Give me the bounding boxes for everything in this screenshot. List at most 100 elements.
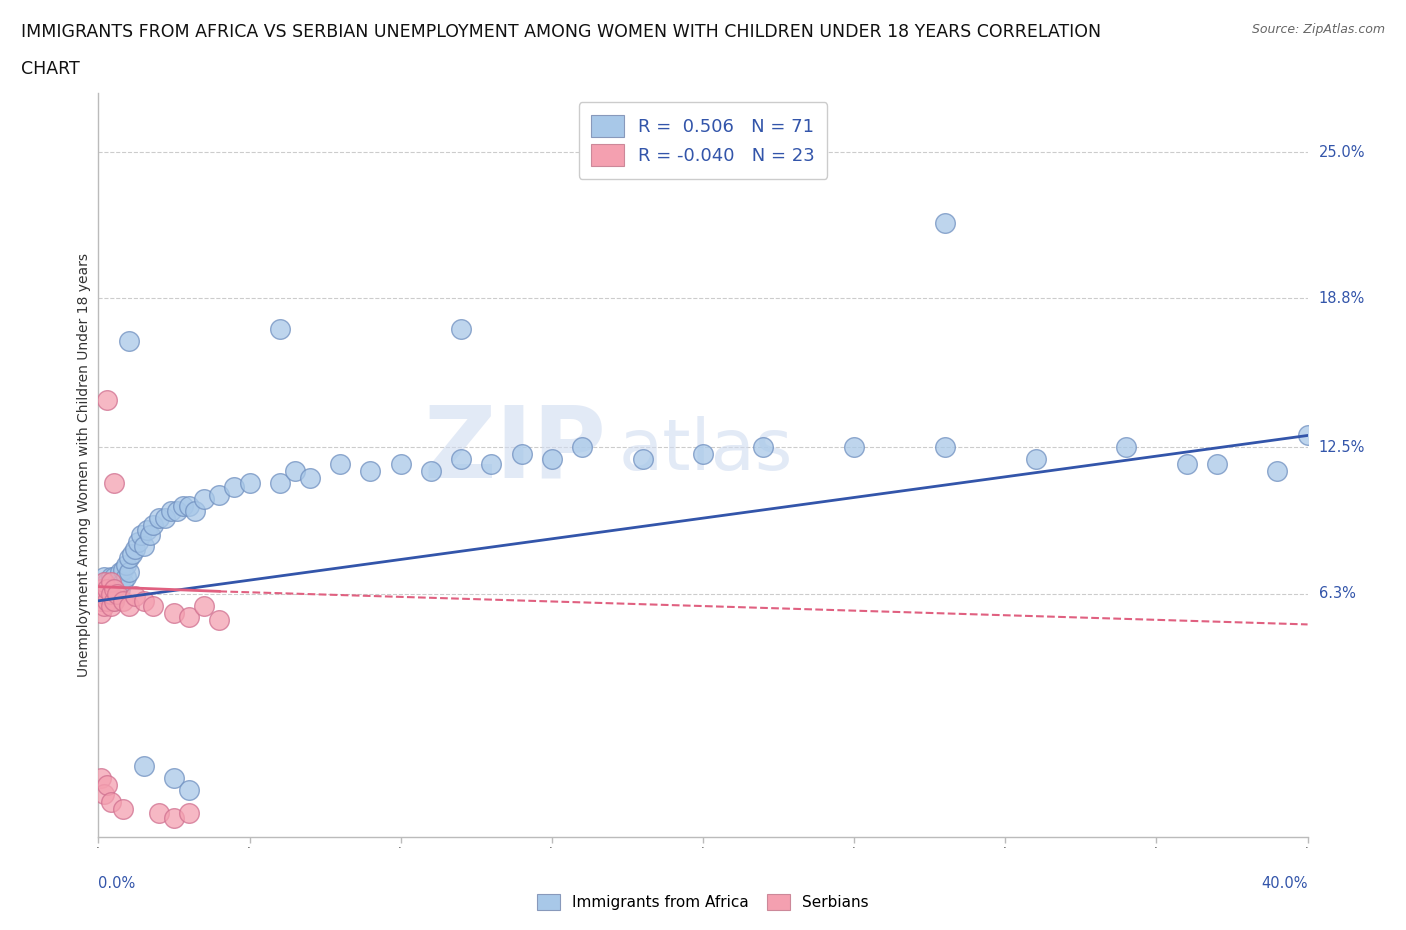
- Point: [142, 598, 165, 613]
- Point: [114, 570, 136, 585]
- Point: [105, 586, 128, 601]
- Point: [100, 586, 122, 601]
- Point: [1296, 428, 1319, 443]
- Text: ZIP: ZIP: [423, 402, 606, 498]
- Point: [419, 463, 441, 478]
- Point: [177, 782, 201, 797]
- Point: [450, 452, 472, 467]
- Text: Source: ZipAtlas.com: Source: ZipAtlas.com: [1251, 23, 1385, 36]
- Point: [481, 457, 503, 472]
- Point: [177, 806, 201, 821]
- Y-axis label: Unemployment Among Women with Children Under 18 years: Unemployment Among Women with Children U…: [77, 253, 91, 677]
- Point: [93, 586, 115, 601]
- Point: [100, 581, 122, 596]
- Point: [934, 216, 956, 231]
- Point: [103, 586, 125, 601]
- Point: [93, 787, 115, 802]
- Point: [208, 612, 231, 627]
- Point: [132, 539, 155, 554]
- Point: [108, 565, 131, 580]
- Point: [103, 593, 125, 608]
- Point: [631, 452, 654, 467]
- Point: [132, 759, 155, 774]
- Point: [269, 475, 291, 490]
- Point: [139, 527, 162, 542]
- Point: [142, 518, 165, 533]
- Point: [93, 581, 115, 596]
- Point: [132, 593, 155, 608]
- Point: [177, 498, 201, 513]
- Point: [934, 440, 956, 455]
- Point: [96, 581, 118, 596]
- Point: [184, 504, 207, 519]
- Point: [90, 581, 112, 596]
- Point: [118, 551, 141, 565]
- Point: [540, 452, 562, 467]
- Point: [224, 480, 246, 495]
- Point: [269, 322, 291, 337]
- Point: [193, 492, 215, 507]
- Point: [118, 565, 141, 580]
- Point: [93, 586, 115, 601]
- Point: [103, 581, 125, 596]
- Point: [510, 447, 533, 462]
- Point: [752, 440, 775, 455]
- Point: [100, 598, 122, 613]
- Point: [360, 463, 382, 478]
- Point: [299, 471, 322, 485]
- Point: [100, 575, 122, 590]
- Point: [844, 440, 866, 455]
- Point: [1265, 463, 1288, 478]
- Point: [100, 586, 122, 601]
- Point: [692, 447, 714, 462]
- Point: [160, 504, 183, 519]
- Text: 0.0%: 0.0%: [98, 876, 135, 891]
- Point: [329, 457, 352, 472]
- Text: 12.5%: 12.5%: [1319, 440, 1365, 455]
- Point: [111, 563, 134, 578]
- Point: [148, 511, 170, 525]
- Point: [163, 771, 186, 786]
- Point: [111, 593, 134, 608]
- Point: [100, 570, 122, 585]
- Point: [111, 802, 134, 817]
- Point: [1115, 440, 1137, 455]
- Point: [450, 322, 472, 337]
- Text: 6.3%: 6.3%: [1319, 586, 1355, 601]
- Point: [177, 610, 201, 625]
- Point: [103, 570, 125, 585]
- Point: [127, 535, 149, 550]
- Text: 25.0%: 25.0%: [1319, 144, 1365, 160]
- Point: [153, 511, 176, 525]
- Point: [96, 584, 118, 599]
- Point: [1175, 457, 1198, 472]
- Text: 18.8%: 18.8%: [1319, 291, 1365, 306]
- Point: [93, 570, 115, 585]
- Point: [208, 487, 231, 502]
- Point: [105, 575, 128, 590]
- Point: [96, 593, 118, 608]
- Point: [124, 589, 146, 604]
- Point: [111, 575, 134, 590]
- Point: [163, 605, 186, 620]
- Point: [105, 586, 128, 601]
- Point: [96, 579, 118, 594]
- Point: [1024, 452, 1046, 467]
- Legend: R =  0.506   N = 71, R = -0.040   N = 23: R = 0.506 N = 71, R = -0.040 N = 23: [578, 102, 828, 179]
- Point: [90, 771, 112, 786]
- Point: [103, 579, 125, 594]
- Point: [284, 463, 307, 478]
- Point: [239, 475, 262, 490]
- Point: [108, 581, 131, 596]
- Point: [118, 334, 141, 349]
- Point: [90, 593, 112, 608]
- Point: [93, 575, 115, 590]
- Legend: Immigrants from Africa, Serbians: Immigrants from Africa, Serbians: [530, 886, 876, 918]
- Point: [121, 546, 143, 561]
- Point: [172, 498, 194, 513]
- Point: [166, 504, 188, 519]
- Point: [96, 392, 118, 407]
- Point: [389, 457, 412, 472]
- Point: [124, 541, 146, 556]
- Point: [96, 777, 118, 792]
